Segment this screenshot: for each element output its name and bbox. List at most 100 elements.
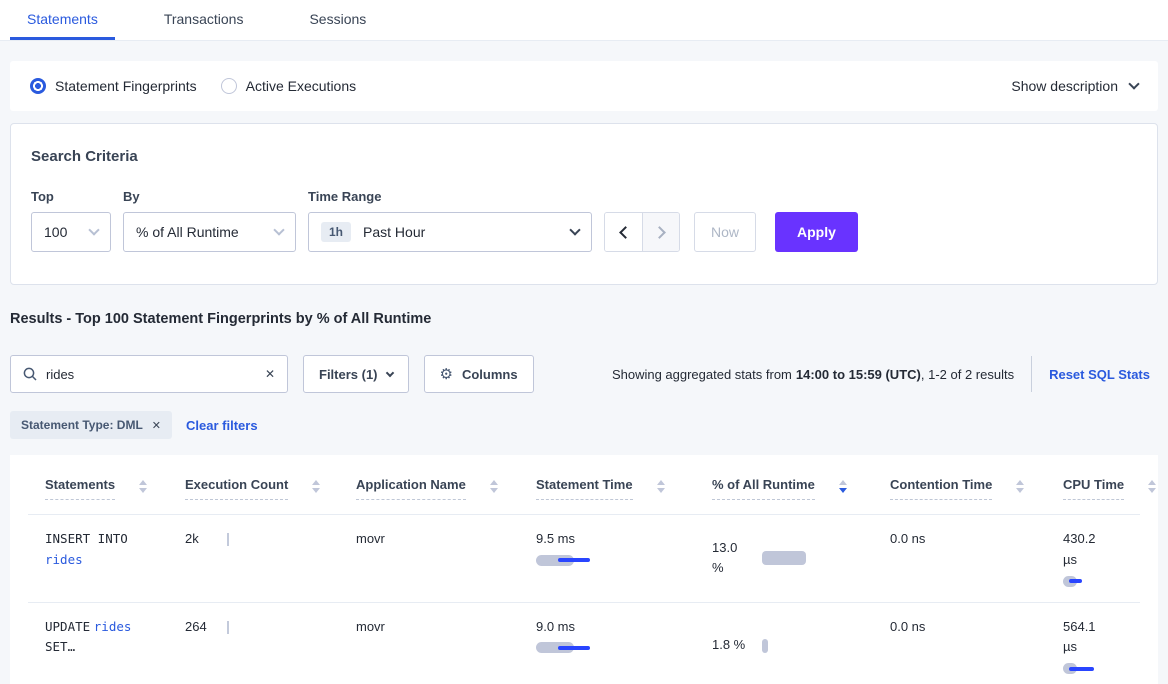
search-criteria-card: Search Criteria Top 100 By % of All Runt… bbox=[10, 123, 1158, 285]
contention-time-value: 0.0 ns bbox=[890, 531, 926, 546]
search-input[interactable] bbox=[46, 366, 256, 382]
tab-sessions[interactable]: Sessions bbox=[309, 11, 367, 27]
sort-icon[interactable] bbox=[489, 480, 498, 493]
aggregated-stats-text: Showing aggregated stats from 14:00 to 15… bbox=[612, 367, 1014, 382]
statement-time-bar bbox=[536, 642, 594, 654]
columns-button[interactable]: ⚙ Columns bbox=[423, 355, 534, 393]
filter-chip-statement-type[interactable]: Statement Type: DML ✕ bbox=[10, 411, 173, 439]
statement-link[interactable]: rides bbox=[93, 618, 132, 634]
results-toolbar: ✕ Filters (1) ⚙ Columns Showing aggregat… bbox=[10, 355, 1158, 393]
time-range-nav-group bbox=[604, 212, 680, 252]
statement-time-cell: 9.5 ms bbox=[519, 527, 695, 588]
tab-statements[interactable]: Statements bbox=[10, 0, 115, 40]
cpu-time-bar bbox=[1063, 663, 1121, 675]
filters-button[interactable]: Filters (1) bbox=[303, 355, 409, 393]
col-header-contention-time[interactable]: Contention Time bbox=[873, 477, 1046, 514]
sort-icon-active-desc[interactable] bbox=[838, 480, 847, 493]
radio-statement-fingerprints[interactable]: Statement Fingerprints bbox=[30, 78, 197, 94]
sort-icon[interactable] bbox=[1148, 480, 1157, 493]
cpu-time-bar bbox=[1063, 575, 1121, 588]
filter-chip-label: Statement Type: DML bbox=[21, 418, 143, 432]
radio-unselected-icon[interactable] bbox=[220, 78, 237, 94]
cpu-time-cell: 564.1 µs bbox=[1046, 615, 1140, 676]
statement-time-bar bbox=[536, 554, 594, 567]
top-select-value: 100 bbox=[44, 224, 68, 240]
columns-label: Columns bbox=[461, 366, 518, 382]
sort-icon[interactable] bbox=[139, 480, 148, 493]
tab-transactions[interactable]: Transactions bbox=[163, 11, 244, 27]
execution-count-value: 2k bbox=[185, 531, 199, 546]
statement-link[interactable]: rides bbox=[45, 551, 83, 567]
sql-activity-tabbar: Statements Transactions Sessions bbox=[0, 0, 1168, 41]
col-header-runtime-pct[interactable]: % of All Runtime bbox=[695, 477, 873, 514]
chevron-down-icon bbox=[569, 224, 581, 236]
statement-cell: UPDATE rides SET… bbox=[28, 615, 170, 676]
col-header-execution-count[interactable]: Execution Count bbox=[168, 477, 339, 514]
contention-time-cell: 0.0 ns bbox=[873, 527, 1046, 588]
by-field: By % of All Runtime bbox=[123, 189, 296, 252]
runtime-pct-bar bbox=[762, 551, 820, 566]
runtime-pct-cell: 1.8 % bbox=[695, 615, 873, 676]
gear-icon: ⚙ bbox=[439, 365, 453, 383]
radio-label: Statement Fingerprints bbox=[55, 78, 197, 94]
statement-time-cell: 9.0 ms bbox=[519, 615, 695, 676]
stats-prefix: Showing aggregated stats from bbox=[611, 366, 792, 382]
statement-cell: INSERT INTO rides bbox=[28, 527, 170, 588]
results-heading: Results - Top 100 Statement Fingerprints… bbox=[10, 311, 432, 327]
time-range-select[interactable]: 1h Past Hour bbox=[308, 212, 592, 252]
chevron-right-icon bbox=[652, 225, 666, 239]
clear-search-icon[interactable]: ✕ bbox=[264, 367, 275, 381]
col-header-application-name[interactable]: Application Name bbox=[339, 477, 519, 514]
radio-active-executions[interactable]: Active Executions bbox=[220, 78, 357, 94]
col-header-statements[interactable]: Statements bbox=[28, 477, 168, 514]
application-name-value: movr bbox=[356, 618, 385, 634]
contention-time-value: 0.0 ns bbox=[890, 618, 926, 634]
cpu-time-cell: 430.2 µs bbox=[1046, 527, 1140, 588]
application-name-cell: movr bbox=[339, 527, 519, 588]
by-select[interactable]: % of All Runtime bbox=[123, 212, 296, 252]
col-header-statement-time[interactable]: Statement Time bbox=[519, 477, 695, 514]
next-time-range-button[interactable] bbox=[642, 213, 679, 251]
statements-table: Statements Execution Count Application N… bbox=[10, 455, 1158, 684]
time-range-value: Past Hour bbox=[363, 224, 426, 240]
cpu-time-value: 564.1 µs bbox=[1063, 618, 1096, 655]
execution-count-cell: 2k bbox=[168, 527, 339, 588]
show-description-toggle[interactable]: Show description bbox=[1011, 78, 1140, 94]
table-row: INSERT INTO rides 2k movr 9.5 ms 13.0 % … bbox=[28, 515, 1140, 603]
radio-selected-icon[interactable] bbox=[30, 78, 46, 94]
sort-icon[interactable] bbox=[1016, 480, 1025, 493]
chevron-down-icon bbox=[1128, 78, 1140, 90]
view-toggle-bar: Statement Fingerprints Active Executions… bbox=[10, 61, 1158, 111]
filter-chip-row: Statement Type: DML ✕ Clear filters bbox=[10, 411, 1158, 439]
application-name-cell: movr bbox=[339, 615, 519, 676]
apply-button[interactable]: Apply bbox=[775, 212, 858, 252]
show-description-label: Show description bbox=[1011, 78, 1118, 94]
top-label: Top bbox=[31, 189, 54, 204]
stats-suffix: , 1-2 of 2 results bbox=[920, 366, 1015, 382]
top-select[interactable]: 100 bbox=[31, 212, 111, 252]
radio-label: Active Executions bbox=[245, 78, 357, 94]
sort-icon[interactable] bbox=[312, 480, 321, 493]
chevron-down-icon bbox=[273, 224, 285, 236]
table-row: UPDATE rides SET… 264 movr 9.0 ms 1.8 % … bbox=[28, 603, 1140, 684]
chevron-left-icon bbox=[619, 225, 632, 239]
search-box[interactable]: ✕ bbox=[10, 355, 288, 393]
sort-icon[interactable] bbox=[656, 480, 665, 493]
reset-sql-stats-link[interactable]: Reset SQL Stats bbox=[1049, 366, 1150, 382]
previous-time-range-button[interactable] bbox=[605, 213, 642, 251]
stats-time-range: 14:00 to 15:59 (UTC) bbox=[795, 366, 921, 382]
col-header-cpu-time[interactable]: CPU Time bbox=[1046, 477, 1162, 514]
runtime-pct-value: 13.0 % bbox=[712, 539, 738, 576]
search-criteria-controls: Top 100 By % of All Runtime Time Range 1… bbox=[31, 189, 1137, 252]
time-range-field: Time Range 1h Past Hour bbox=[308, 189, 592, 252]
time-range-label: Time Range bbox=[308, 189, 382, 204]
application-name-value: movr bbox=[356, 531, 385, 546]
search-icon bbox=[23, 367, 37, 381]
statement-keyword: INSERT INTO bbox=[45, 531, 128, 546]
now-button[interactable]: Now bbox=[694, 212, 757, 252]
remove-filter-icon[interactable]: ✕ bbox=[151, 419, 162, 432]
clear-filters-link[interactable]: Clear filters bbox=[186, 417, 258, 433]
execution-count-bar bbox=[227, 620, 229, 634]
time-range-badge: 1h bbox=[321, 222, 352, 242]
by-select-value: % of All Runtime bbox=[136, 224, 239, 240]
